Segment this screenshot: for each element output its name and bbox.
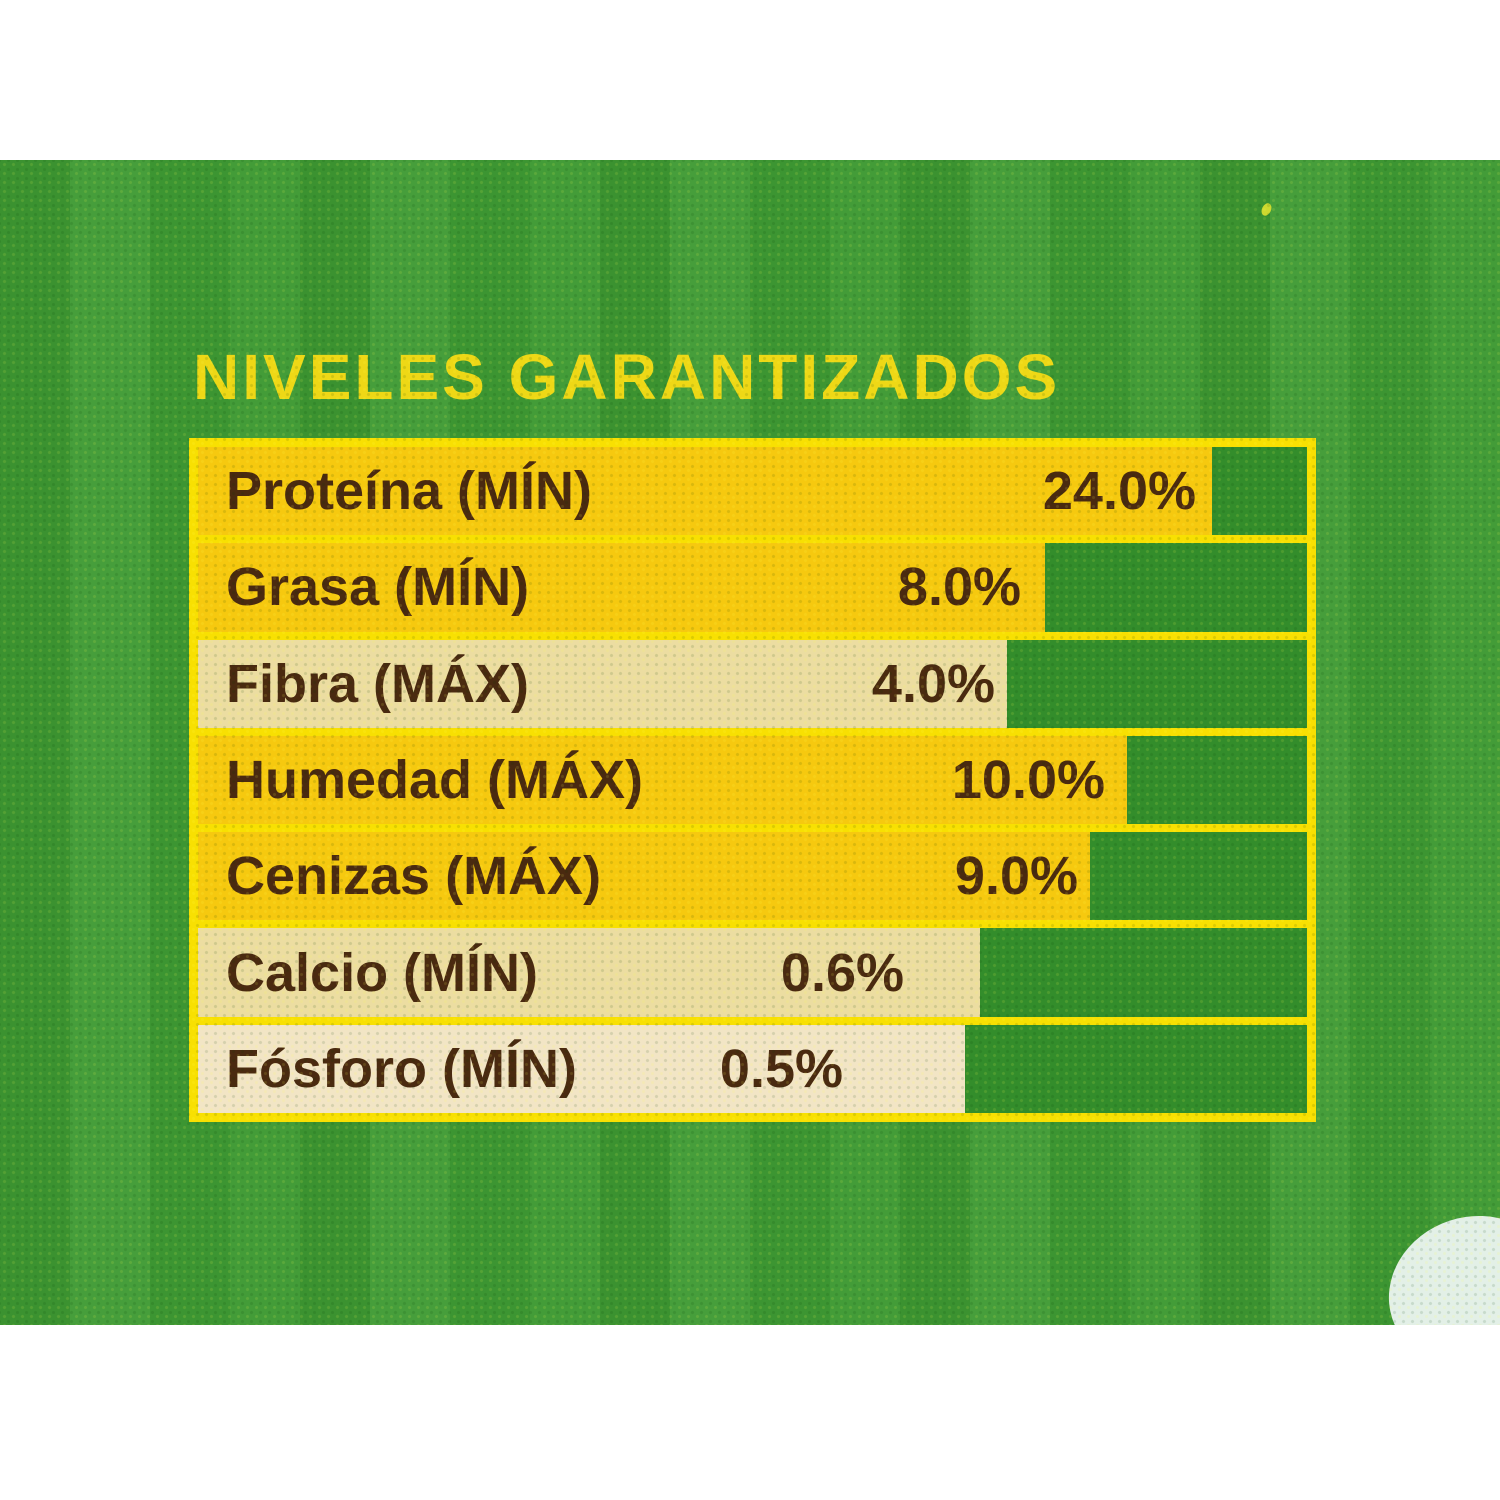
row-bar: Fósforo (MÍN) 0.5% (198, 1024, 965, 1113)
table-row-proteina: Proteína (MÍN) 24.0% (198, 447, 1307, 536)
nutrient-value: 10.0% (951, 749, 1105, 810)
nutrient-label: Fósforo (MÍN) (226, 1038, 577, 1099)
row-bar: Fibra (MÁX) 4.0% (198, 639, 1007, 728)
nutrient-value: 0.5% (719, 1038, 843, 1099)
nutrient-label: Fibra (MÁX) (226, 653, 529, 714)
nutrient-value: 24.0% (1042, 461, 1196, 522)
nutrient-label: Calcio (MÍN) (226, 942, 539, 1003)
row-bar: Proteína (MÍN) 24.0% (198, 447, 1212, 536)
row-bar: Calcio (MÍN) 0.6% (198, 928, 980, 1017)
table-row-grasa: Grasa (MÍN) 8.0% (198, 543, 1307, 632)
table-row-cenizas: Cenizas (MÁX) 9.0% (198, 832, 1307, 921)
nutrient-value: 8.0% (897, 557, 1021, 618)
nutrient-value: 4.0% (871, 653, 995, 714)
nutrient-value: 9.0% (954, 846, 1078, 907)
panel-title: NIVELES GARANTIZADOS (193, 341, 1061, 413)
row-bar: Grasa (MÍN) 8.0% (198, 543, 1045, 632)
nutrient-label: Proteína (MÍN) (226, 461, 593, 522)
table-row-calcio: Calcio (MÍN) 0.6% (198, 928, 1307, 1017)
table-row-humedad: Humedad (MÁX) 10.0% (198, 735, 1307, 825)
row-bar: Cenizas (MÁX) 9.0% (198, 832, 1090, 921)
table-row-fibra: Fibra (MÁX) 4.0% (198, 639, 1307, 728)
nutrient-value: 0.6% (780, 942, 904, 1003)
guaranteed-levels-table: Proteína (MÍN) 24.0% Grasa (MÍN) 8.0% Fi… (189, 438, 1316, 1122)
nutrient-label: Grasa (MÍN) (226, 557, 530, 618)
table-row-fosforo: Fósforo (MÍN) 0.5% (198, 1024, 1307, 1113)
package-photo: NIVELES GARANTIZADOS Proteína (MÍN) 24.0… (0, 160, 1500, 1325)
nutrient-label: Humedad (MÁX) (226, 749, 643, 810)
nutrient-label: Cenizas (MÁX) (226, 846, 602, 907)
row-bar: Humedad (MÁX) 10.0% (198, 735, 1127, 825)
